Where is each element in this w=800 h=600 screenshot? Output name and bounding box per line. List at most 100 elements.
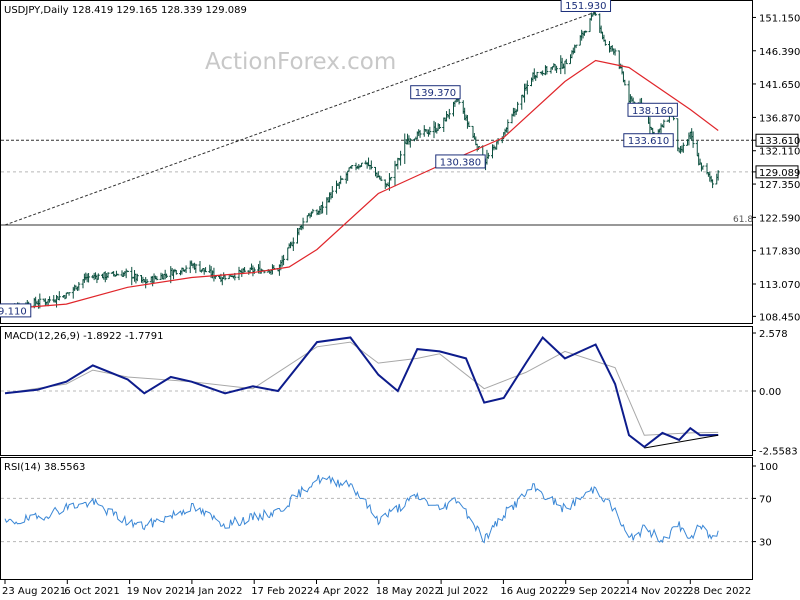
annotation-133-610: 133.610 xyxy=(623,133,674,148)
price-bar xyxy=(613,48,617,56)
annotation-151-930: 151.930 xyxy=(560,0,612,12)
rsi-axis-label: 100 xyxy=(759,462,778,473)
price-bar xyxy=(516,101,520,112)
price-bar xyxy=(467,121,471,128)
price-axis-label: 133.610 xyxy=(759,136,800,147)
annotation-text: 151.930 xyxy=(565,1,606,12)
price-bar xyxy=(340,177,344,180)
price-bar xyxy=(48,296,52,303)
date-axis-label: 23 Aug 2021 xyxy=(2,586,66,597)
price-bar xyxy=(496,138,500,145)
price-axis-label: 146.390 xyxy=(759,47,800,58)
price-bar xyxy=(282,254,286,266)
price-bar xyxy=(681,142,685,153)
price-y-axis: 151.150 146.390 141.650 136.870 133.610132.1… xyxy=(752,13,800,323)
price-bar xyxy=(301,217,305,230)
macd-axis-label: 2.578 xyxy=(759,329,788,340)
annotation-99-110: 99.110 xyxy=(0,303,32,318)
price-axis-label: 113.070 xyxy=(759,280,800,291)
annotation-text: 133.610 xyxy=(628,136,669,147)
annotation-box xyxy=(410,85,461,100)
price-bar xyxy=(106,272,110,278)
price-axis-label: 117.830 xyxy=(759,247,800,258)
annotation-text: 99.110 xyxy=(0,306,27,317)
rsi-line xyxy=(4,474,719,544)
price-bar xyxy=(311,208,315,214)
price-bar xyxy=(77,281,81,291)
price-bar xyxy=(564,58,568,65)
price-bar xyxy=(594,12,598,16)
annotation-box xyxy=(623,133,674,148)
date-axis-label: 19 Nov 2021 xyxy=(127,586,191,597)
date-axis-label: 14 Nov 2022 xyxy=(625,586,689,597)
price-bar xyxy=(555,65,559,73)
price-bar xyxy=(204,267,208,273)
price-bar xyxy=(116,273,120,276)
price-axis-tag xyxy=(755,133,799,147)
macd-line xyxy=(4,335,719,449)
price-axis-label: 108.450 xyxy=(759,312,800,323)
rsi-axis-label: 70 xyxy=(759,494,772,505)
annotation-text: 138.160 xyxy=(632,106,673,117)
date-axis-label: 4 Apr 2022 xyxy=(314,586,369,597)
price-bar xyxy=(87,273,91,283)
price-bar xyxy=(57,291,61,301)
price-axis-label: 151.150 xyxy=(759,13,800,24)
price-bar xyxy=(447,108,451,120)
price-panel-frame xyxy=(0,0,753,324)
price-bar xyxy=(711,179,715,189)
macd-trendline xyxy=(644,434,719,449)
annotation-130-380: 130.380 xyxy=(435,154,486,169)
rsi-panel: 100 70 30 xyxy=(1,462,778,549)
price-axis-label: 129.089 xyxy=(759,168,800,179)
price-bar xyxy=(486,152,490,159)
price-bar xyxy=(691,131,695,148)
price-bar xyxy=(126,270,130,273)
date-axis-label: 28 Dec 2022 xyxy=(687,586,751,597)
macd-panel: 2.578 0.00 -2.5583 xyxy=(1,329,798,458)
macd-y-axis: 2.578 0.00 -2.5583 xyxy=(752,329,798,458)
price-axis-label: 122.590 xyxy=(759,213,800,224)
price-bar xyxy=(369,160,373,170)
annotation-box xyxy=(0,303,32,318)
price-bar xyxy=(408,138,412,148)
price-panel: 61.8 151.930 139.370 130.380 138.160 133.610… xyxy=(0,0,800,323)
macd-panel-title: MACD(12,26,9) -1.8922 -1.7791 xyxy=(4,331,164,342)
price-bar xyxy=(545,66,549,75)
rsi-axis-label: 30 xyxy=(759,538,772,549)
date-axis-label: 16 Aug 2022 xyxy=(500,586,564,597)
price-bar xyxy=(506,119,510,134)
price-bar xyxy=(67,292,71,296)
rsi-panel-title: RSI(14) 38.5563 xyxy=(4,462,85,473)
price-bar xyxy=(360,162,364,167)
price-bar xyxy=(96,273,100,280)
price-bar xyxy=(525,80,529,95)
price-bar xyxy=(213,276,217,280)
price-bar xyxy=(194,263,198,274)
date-axis-label: 29 Sep 2022 xyxy=(563,586,626,597)
annotation-text: 130.380 xyxy=(440,157,481,168)
fibonacci-label: 61.8 xyxy=(733,215,753,225)
price-bar xyxy=(603,39,607,46)
price-bar xyxy=(155,276,159,281)
rsi-reference-lines xyxy=(1,497,752,543)
price-bar xyxy=(535,71,539,79)
price-bars xyxy=(3,9,720,311)
price-bar xyxy=(291,237,295,252)
price-bar xyxy=(701,165,705,170)
macd-signal-line xyxy=(4,341,719,436)
price-bar xyxy=(243,266,247,273)
price-bar xyxy=(438,124,442,129)
annotation-box xyxy=(435,154,486,169)
price-bar xyxy=(574,44,578,49)
moving-average-line xyxy=(4,59,719,310)
watermark: ActionForex.com xyxy=(205,49,396,75)
price-panel-title: USDJPY,Daily 128.419 129.165 128.339 129… xyxy=(4,5,247,16)
price-axis-label: 127.350 xyxy=(759,180,800,191)
annotation-box xyxy=(627,102,678,117)
price-bar xyxy=(330,186,334,198)
macd-axis-label: -2.5583 xyxy=(759,447,798,458)
rsi-panel-frame xyxy=(0,457,753,580)
